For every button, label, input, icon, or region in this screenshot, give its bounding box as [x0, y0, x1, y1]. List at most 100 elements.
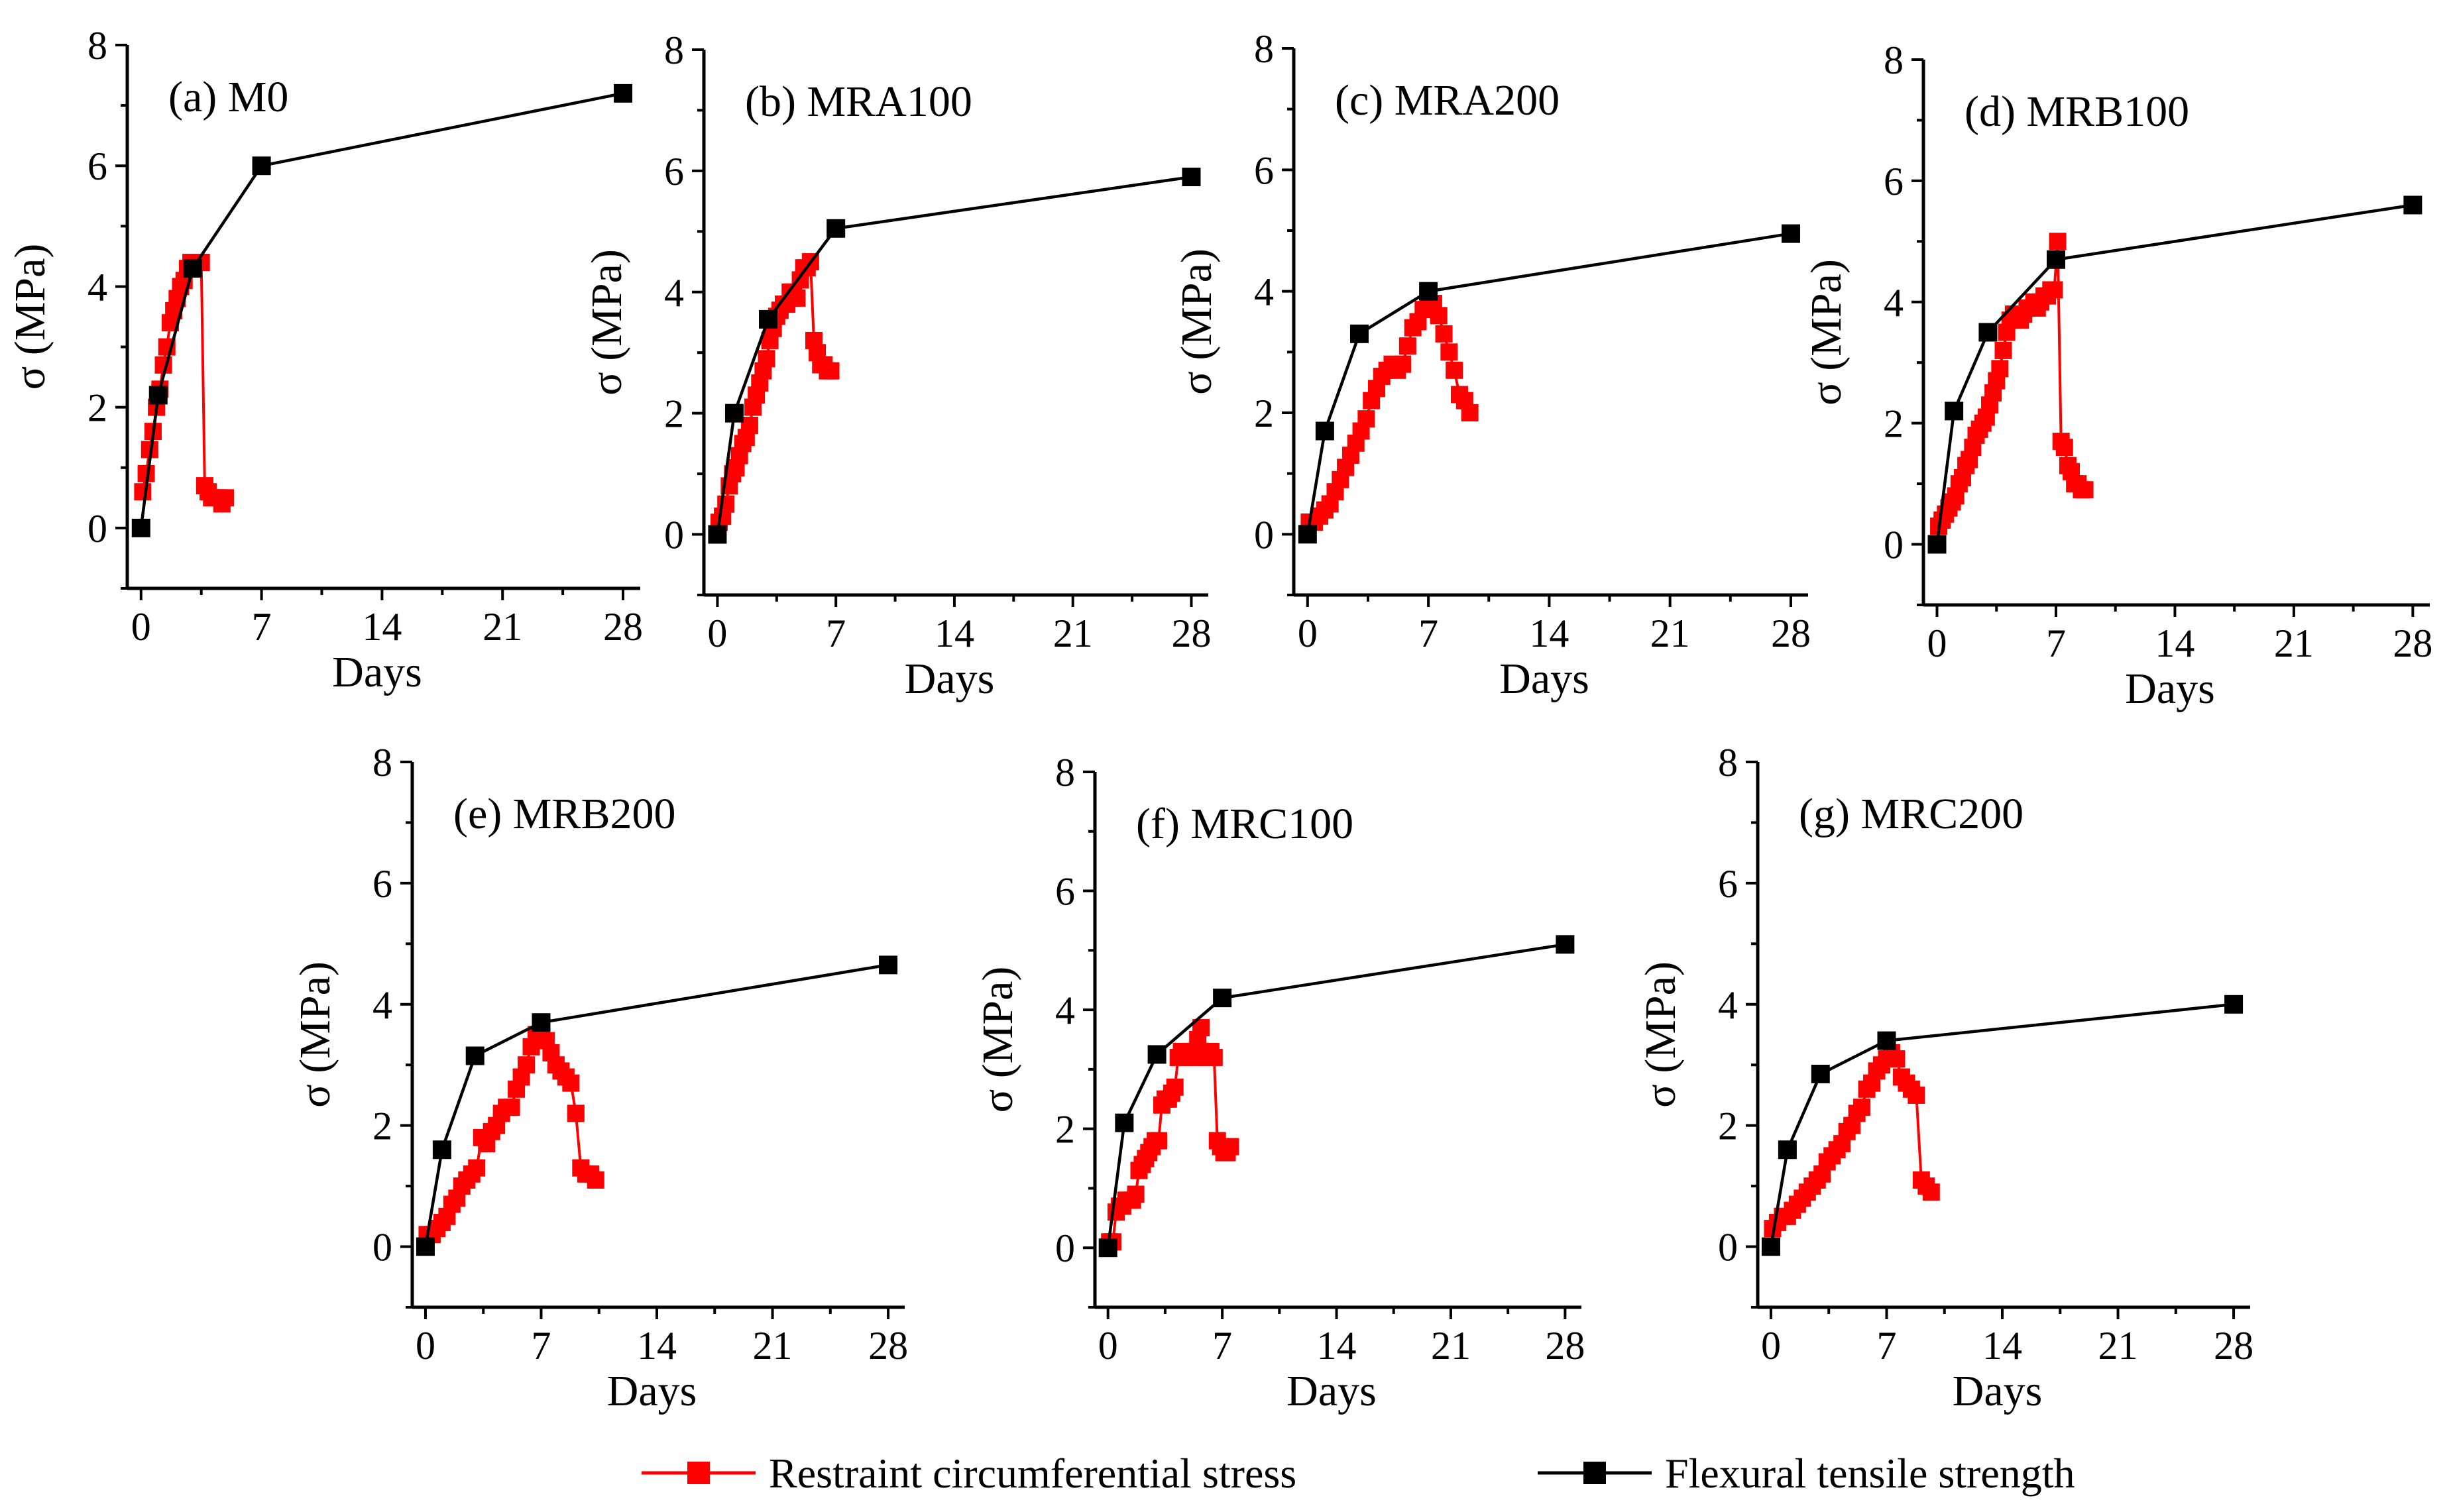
flexural-strength-point: [1315, 421, 1334, 441]
flexural-strength-point: [416, 1237, 435, 1256]
flexural-strength-point: [1978, 323, 1998, 342]
x-tick-label: 21: [1053, 612, 1093, 655]
flexural-strength-point: [1147, 1045, 1167, 1064]
y-tick-label: 8: [1254, 27, 1274, 71]
restraint-stress-point: [1357, 410, 1375, 428]
chart-panel: 0 2 4 6 8 0 7 14 21 28 Days σ (MPa) (c) MRA200: [1172, 27, 1811, 703]
y-tick-label: 6: [1254, 148, 1274, 192]
y-axis-title: σ (MPa): [583, 249, 631, 396]
flexural-strength-point: [532, 1013, 551, 1032]
y-tick-label: 6: [1718, 862, 1738, 906]
restraint-stress-point: [468, 1159, 486, 1177]
y-tick-label: 4: [372, 983, 392, 1027]
flexural-strength-point: [148, 386, 168, 405]
x-tick-label: 14: [1529, 612, 1569, 655]
y-tick-label: 4: [1254, 270, 1274, 314]
flexural-strength-point: [252, 156, 271, 176]
y-axis-title: σ (MPa): [1172, 248, 1221, 395]
y-tick-label: 8: [1055, 751, 1075, 794]
panel-title: (e) MRB200: [453, 790, 675, 838]
y-axis-title: σ (MPa): [291, 961, 339, 1108]
y-axis-title: σ (MPa): [1802, 259, 1851, 405]
x-tick-label: 7: [1418, 612, 1438, 655]
x-tick-label: 21: [1431, 1324, 1471, 1368]
panel-title: (a) M0: [168, 73, 288, 121]
restraint-stress-point: [1994, 341, 2012, 359]
y-tick-label: 0: [1055, 1226, 1075, 1270]
x-tick-label: 0: [131, 605, 151, 649]
y-tick-label: 0: [372, 1226, 392, 1269]
y-tick-label: 4: [664, 271, 684, 315]
flexural-strength-line: [139, 91, 624, 529]
x-axis-title: Days: [905, 655, 995, 703]
chart-panel: 0 2 4 6 8 0 7 14 21 28 Days σ (MPa) (a) M0: [6, 24, 643, 696]
x-tick-label: 0: [707, 612, 727, 655]
y-tick-label: 8: [1718, 741, 1738, 784]
flexural-strength-point: [1115, 1113, 1134, 1132]
x-tick-label: 21: [2098, 1324, 2138, 1368]
flexural-strength-line: [716, 175, 1192, 535]
restraint-stress-point: [1991, 360, 2009, 378]
x-tick-label: 7: [252, 605, 272, 649]
flexural-strength-point: [708, 525, 727, 544]
restraint-stress-point: [2049, 233, 2067, 250]
restraint-stress-point: [1398, 337, 1416, 355]
x-tick-label: 14: [935, 612, 974, 655]
x-tick-label: 7: [1212, 1324, 1232, 1368]
restraint-stress-point: [502, 1099, 520, 1116]
legend: Restraint circumferential stress Flexura…: [642, 1450, 2075, 1497]
panel-title: (d) MRB100: [1965, 87, 2189, 136]
y-tick-label: 2: [1254, 392, 1274, 435]
flexural-strength-point: [1556, 935, 1575, 954]
restraint-stress-point: [1430, 307, 1448, 325]
x-tick-label: 0: [416, 1324, 435, 1368]
restraint-stress-point: [1150, 1132, 1168, 1150]
restraint-stress-point: [567, 1105, 585, 1122]
x-tick-label: 21: [753, 1324, 793, 1368]
legend-flexural-marker: [1583, 1462, 1606, 1484]
restraint-stress-point: [740, 416, 758, 434]
y-tick-label: 4: [1055, 989, 1075, 1032]
flexural-strength-point: [1349, 324, 1369, 343]
flexural-strength-point: [1098, 1238, 1117, 1258]
x-tick-label: 21: [2274, 621, 2314, 665]
restraint-stress-point: [822, 362, 840, 380]
restraint-stress-point: [134, 483, 152, 501]
y-tick-label: 0: [1884, 523, 1904, 567]
x-tick-label: 14: [2155, 621, 2194, 665]
restraint-stress-point: [1446, 361, 1463, 379]
panel-title: (c) MRA200: [1335, 76, 1560, 125]
x-tick-label: 28: [868, 1324, 908, 1368]
x-tick-label: 0: [1098, 1324, 1118, 1368]
x-tick-label: 7: [2046, 621, 2066, 665]
x-tick-label: 0: [1761, 1324, 1781, 1368]
flexural-strength-point: [465, 1046, 484, 1065]
y-tick-label: 2: [664, 392, 684, 436]
y-tick-label: 8: [664, 28, 684, 72]
x-tick-label: 28: [1171, 612, 1211, 655]
restraint-stress-point: [758, 350, 775, 368]
y-tick-label: 8: [1884, 38, 1904, 82]
chart-panel: 0 2 4 6 8 0 7 14 21 28 Days σ (MPa) (g) MRC200: [1636, 741, 2253, 1415]
restraint-stress-point: [1205, 1048, 1223, 1066]
x-tick-label: 28: [2393, 621, 2432, 665]
flexural-strength-point: [614, 83, 633, 103]
y-tick-label: 0: [1254, 513, 1274, 557]
x-tick-label: 14: [637, 1324, 677, 1368]
x-axis-title: Days: [2125, 665, 2215, 713]
flexural-strength-point: [432, 1140, 451, 1160]
legend-flexural-label: Flexural tensile strength: [1665, 1450, 2075, 1497]
x-tick-label: 28: [603, 605, 643, 649]
restraint-stress-point: [587, 1171, 604, 1189]
y-tick-label: 8: [372, 741, 392, 784]
x-tick-label: 14: [362, 605, 402, 649]
y-tick-label: 2: [1884, 402, 1904, 446]
x-tick-label: 28: [1545, 1324, 1585, 1368]
panel-title: (f) MRC100: [1136, 800, 1353, 848]
y-tick-label: 0: [87, 507, 107, 551]
flexural-strength-point: [2224, 995, 2244, 1014]
x-axis-title: Days: [1499, 655, 1589, 703]
flexural-strength-point: [2046, 250, 2065, 269]
flexural-strength-point: [879, 955, 898, 975]
restraint-stress-point: [2045, 281, 2063, 299]
